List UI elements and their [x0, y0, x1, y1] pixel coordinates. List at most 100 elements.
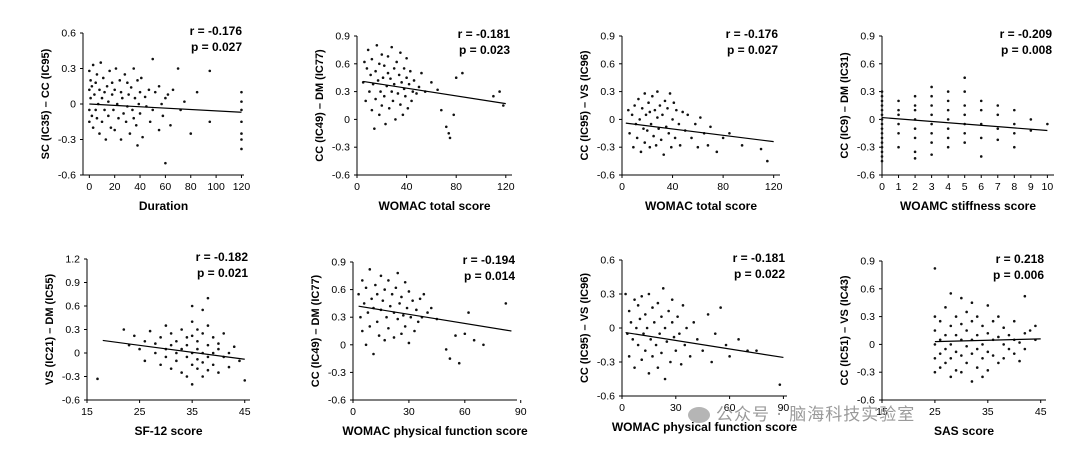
y-tick-label: -0.3 [857, 367, 875, 379]
data-point [667, 309, 670, 313]
data-point [110, 81, 114, 84]
data-point [363, 60, 366, 64]
data-point [670, 321, 674, 324]
data-point [913, 94, 917, 98]
data-point [686, 113, 690, 117]
data-point [880, 159, 884, 163]
data-point [452, 113, 456, 117]
data-point [357, 292, 360, 296]
data-point [663, 326, 667, 330]
data-point [402, 314, 405, 317]
data-point [653, 108, 657, 112]
data-point [724, 343, 728, 347]
data-point [679, 362, 683, 366]
data-point [136, 79, 139, 82]
y-tick-label: 0.6 [331, 284, 346, 296]
y-tick-label: -0.6 [857, 170, 875, 182]
x-tick-label: 4 [945, 181, 951, 193]
scatter-panel: -0.6 -0.3 0 0.3 0.6 0 30 60 90 WOMAC physical fun… [579, 251, 798, 434]
data-point [678, 144, 682, 147]
y-tick-label: -0.6 [328, 395, 346, 407]
data-point [90, 84, 94, 88]
data-point [196, 339, 199, 343]
y-tick-label: -0.6 [597, 170, 615, 182]
data-point [492, 94, 495, 98]
data-point [379, 90, 382, 93]
data-point [175, 339, 178, 343]
r-value: r = -0.194 [463, 253, 516, 267]
data-point [110, 93, 114, 96]
data-point [652, 321, 656, 324]
data-point [232, 345, 236, 349]
data-point [1002, 357, 1005, 360]
data-point [661, 113, 664, 117]
data-point [415, 308, 418, 312]
data-point [409, 315, 413, 319]
data-point [678, 332, 681, 335]
data-point [211, 351, 215, 355]
y-tick-label: 0.3 [61, 63, 76, 75]
data-point [643, 92, 647, 95]
data-point [405, 306, 409, 310]
x-tick-label: 20 [109, 181, 121, 193]
data-point [384, 122, 387, 126]
data-point [243, 379, 247, 382]
regression-line [89, 103, 242, 113]
data-point [415, 92, 418, 95]
data-point [946, 118, 950, 121]
y-axis-title: CC (IC95) – VS (IC96) [579, 273, 591, 383]
data-point [1013, 122, 1016, 126]
data-point [677, 122, 681, 126]
data-point [674, 349, 678, 352]
data-point [672, 101, 676, 105]
y-axis-title: CC (IC49) – DM (IC77) [310, 274, 322, 387]
data-point [946, 145, 950, 149]
p-value: p = 0.022 [734, 267, 785, 281]
x-tick-label: 0 [619, 181, 625, 193]
data-point [389, 77, 392, 80]
data-point [385, 315, 388, 319]
y-tick-label: 0.3 [600, 86, 615, 98]
data-point [185, 355, 189, 359]
y-axis-title: CC (IC9) – DM (IC31) [839, 52, 851, 159]
x-tick-label: 15 [81, 406, 93, 418]
data-point [709, 125, 712, 129]
data-point [1046, 122, 1049, 126]
data-point [627, 309, 631, 313]
x-tick-label: 30 [403, 406, 415, 418]
data-point [933, 370, 937, 374]
data-point [196, 357, 199, 361]
data-point [970, 380, 974, 383]
data-point [153, 90, 157, 94]
y-tick-label: 0.3 [860, 311, 875, 323]
data-point [632, 145, 635, 149]
data-point [368, 268, 372, 271]
y-axis-title: SC (IC35) – CC (IC95) [40, 48, 52, 159]
data-point [390, 90, 394, 93]
data-point [140, 76, 143, 80]
data-point [944, 347, 947, 351]
data-point [359, 315, 362, 319]
x-tick-label: 0 [879, 181, 885, 193]
data-point [372, 352, 375, 356]
x-tick-label: 40 [667, 181, 679, 193]
data-point [1018, 359, 1021, 363]
data-point [986, 350, 990, 354]
data-point [378, 113, 381, 117]
data-point [386, 71, 390, 75]
data-point [159, 336, 162, 339]
data-point [981, 343, 984, 346]
data-point [880, 145, 884, 149]
data-point [134, 124, 138, 127]
data-point [654, 144, 658, 147]
data-point [643, 141, 647, 144]
data-point [409, 69, 412, 73]
data-point [99, 61, 103, 64]
regression-line [881, 116, 1048, 132]
data-point [1013, 132, 1016, 135]
data-point [997, 361, 1000, 365]
y-tick-label: -0.3 [857, 142, 875, 154]
data-point [227, 351, 231, 355]
data-point [407, 82, 411, 86]
data-point [624, 292, 627, 296]
